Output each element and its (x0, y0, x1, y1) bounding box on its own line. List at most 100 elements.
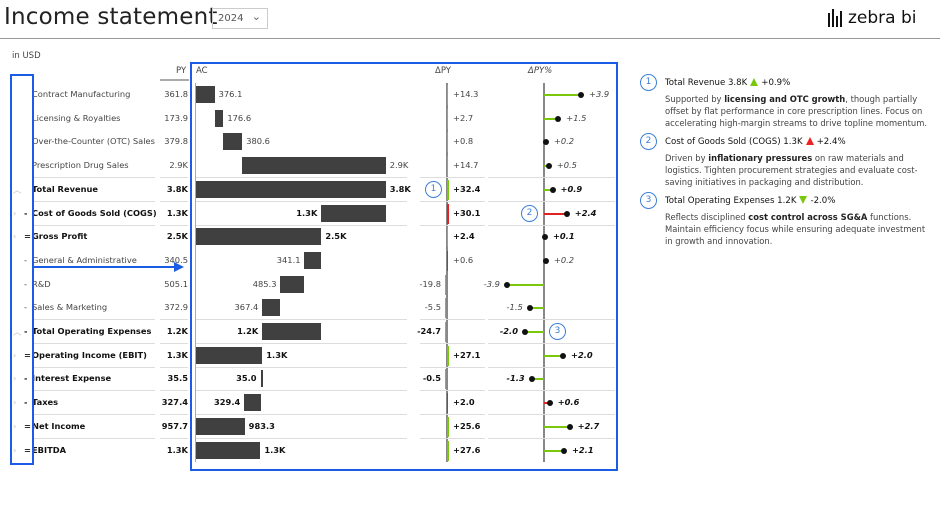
column-header-dpy-pct: ΔPY% (528, 66, 553, 76)
row-label[interactable]: Operating Income (EBIT) (32, 349, 147, 360)
ac-bar (260, 370, 263, 388)
page-title: Income statement (4, 4, 218, 30)
comment-badge-1[interactable]: 1 (425, 180, 442, 198)
pct-dot (578, 92, 585, 98)
dpy-pct-axis (543, 83, 545, 463)
py-value: 1.3K (166, 349, 188, 360)
dpy-bar (447, 108, 448, 129)
dpy-bar (444, 274, 446, 295)
ac-value: 1.2K (237, 326, 259, 336)
pct-stem (544, 188, 553, 191)
logo-bars-icon (828, 9, 842, 27)
row-label[interactable]: Over-the-Counter (OTC) Sales (32, 136, 155, 147)
expand-chevron-icon[interactable]: › (13, 231, 17, 242)
ac-value: 485.3 (252, 278, 277, 289)
pct-dot (566, 423, 573, 430)
ac-bar (280, 275, 305, 293)
ac-value: 1.3K (266, 349, 288, 360)
row-separator (160, 390, 188, 392)
unit-label: in USD (12, 51, 41, 61)
table-row: › - Cost of Goods Sold (COGS) 1.3K 1.3K +30.1… (0, 202, 620, 226)
expand-chevron-icon[interactable]: › (13, 207, 17, 218)
pct-value: -1.5 (506, 302, 523, 313)
ac-bar (244, 394, 261, 412)
collapse-chevron-icon[interactable]: ︿ (13, 327, 22, 337)
dpy-bar (447, 85, 448, 105)
pct-stem (544, 354, 563, 357)
row-separator (160, 343, 188, 344)
row-label[interactable]: Interest Expense (32, 373, 112, 384)
row-separator (196, 437, 407, 439)
collapse-chevron-icon[interactable]: ︿ (13, 184, 22, 195)
row-label[interactable]: Total Operating Expenses (32, 326, 152, 336)
pct-value: +0.6 (557, 397, 580, 408)
ac-bar (196, 180, 386, 198)
dpy-axis (446, 83, 448, 463)
comment-title: Total Revenue 3.8K +0.9% (665, 77, 935, 89)
row-separator (196, 224, 407, 226)
expand-chevron-icon[interactable]: › (13, 373, 17, 384)
table-row: Licensing & Royalties 173.9 176.6 +2.7 +1.5 (0, 107, 620, 131)
row-separator (196, 200, 407, 202)
expand-chevron-icon[interactable]: › (13, 420, 17, 431)
dpy-bar (447, 250, 448, 271)
pct-dot (541, 234, 548, 241)
highlight-box-row-controls (10, 74, 34, 465)
ac-value: 367.4 (234, 302, 259, 313)
ac-bar (196, 86, 215, 103)
pct-dot (503, 281, 510, 288)
ac-value: 376.1 (218, 89, 243, 99)
comment-title-text: Total Revenue 3.8K (665, 78, 748, 88)
comment-body-pre: Supported by (665, 94, 725, 104)
row-label[interactable]: Cost of Goods Sold (COGS) (32, 207, 157, 218)
ac-value: 2.5K (325, 231, 347, 242)
row-label[interactable]: Licensing & Royalties (32, 112, 121, 123)
dpy-bar (447, 345, 449, 366)
pct-dot (555, 115, 562, 122)
table-row: › = Operating Income (EBIT) 1.3K 1.3K +27.1 +2… (0, 344, 620, 368)
comment-body-pre: Reflects disciplined (665, 212, 749, 222)
year-dropdown[interactable]: 2024 ⌄ (212, 8, 268, 29)
row-separator (160, 414, 188, 416)
ac-value: 2.9K (389, 160, 409, 171)
row-label[interactable]: Taxes (32, 397, 59, 408)
comment-badge-2[interactable]: 2 (521, 204, 538, 222)
row-separator (32, 414, 155, 416)
comment-body-post: , though partially offset by flat perfor… (665, 94, 928, 128)
dpy-value: +32.4 (453, 183, 481, 194)
ac-bar (214, 109, 224, 127)
comment-body: Supported by licensing and OTC growth, t… (665, 93, 935, 129)
row-label[interactable]: Prescription Drug Sales (32, 160, 129, 171)
dpy-bar (447, 179, 449, 200)
comment-number-badge: 1 (640, 74, 657, 91)
row-label[interactable]: Net Income (32, 420, 86, 431)
expand-chevron-icon[interactable]: › (13, 444, 17, 455)
ac-value: 380.6 (246, 136, 270, 147)
pct-value: +3.9 (589, 89, 610, 99)
pct-dot (526, 305, 533, 312)
row-label[interactable]: Gross Profit (32, 231, 88, 242)
ac-value: 1.3K (264, 444, 286, 455)
expand-chevron-icon[interactable]: › (13, 397, 17, 408)
dpy-bar (447, 132, 448, 153)
row-label[interactable]: General & Administrative (32, 254, 137, 265)
row-label[interactable]: Total Revenue (32, 183, 99, 194)
row-separator (420, 319, 485, 321)
comment-body-bold: cost control across SG&A (748, 212, 868, 222)
row-label[interactable]: Contract Manufacturing (32, 89, 131, 99)
chevron-down-icon: ⌄ (251, 10, 261, 23)
row-label[interactable]: EBITDA (32, 444, 67, 455)
py-value: 379.8 (164, 136, 188, 147)
comment-badge-3[interactable]: 3 (549, 323, 566, 340)
row-label[interactable]: Sales & Marketing (32, 302, 108, 313)
row-label[interactable]: R&D (32, 278, 51, 289)
expand-chevron-icon[interactable]: › (13, 349, 17, 360)
pct-value: +0.1 (552, 231, 575, 242)
table-row: › - Taxes 327.4 329.4 +2.0 +0.6 (0, 391, 620, 416)
pct-value: -3.9 (483, 278, 500, 289)
dpy-value: +0.8 (453, 136, 474, 147)
ac-value: 3.8K (389, 183, 411, 194)
pct-dot (560, 352, 566, 359)
dpy-bar (444, 322, 446, 342)
pct-dot (522, 329, 528, 335)
